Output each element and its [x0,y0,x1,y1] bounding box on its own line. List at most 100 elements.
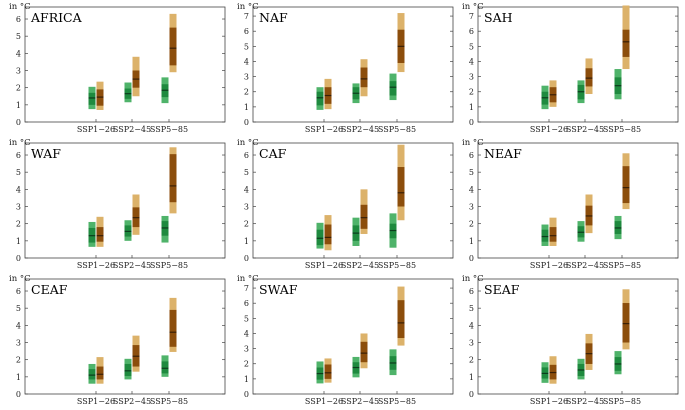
x-tick-label: SSP5−85 [603,397,641,406]
brown-inner-range [549,227,557,242]
y-tick-label: 3 [469,203,474,212]
y-tick-label: 7 [244,284,249,293]
panel-frame [252,6,454,123]
y-tick-label: 3 [469,339,474,348]
y-tick-label: 2 [244,360,249,369]
brown-box-SSP1−26 [96,357,104,384]
green-inner-range [124,363,132,376]
x-tick-label: SSP2−45 [341,125,379,134]
x-tick-label: SSP5−85 [378,397,416,406]
y-tick-label: 6 [244,27,249,36]
brown-box-SSP5−85 [397,13,405,73]
brown-inner-range [360,67,368,88]
green-box-SSP5−85 [389,73,397,101]
green-box-SSP1−26 [88,221,96,247]
green-box-SSP1−26 [88,363,96,384]
brown-box-SSP2−45 [585,333,593,370]
green-box-SSP5−85 [161,77,169,104]
brown-box-SSP5−85 [169,13,177,73]
green-box-SSP2−45 [577,358,585,380]
green-box-SSP1−26 [541,85,549,110]
brown-box-SSP2−45 [132,56,140,97]
x-tick-label: SSP2−45 [113,261,151,270]
brown-inner-range [360,204,368,229]
x-tick-label: SSP5−85 [603,125,641,134]
y-axis-unit-label: in °C [9,274,31,284]
brown-box-SSP5−85 [622,5,630,70]
panel-title: NAF [259,10,288,25]
brown-inner-range [585,68,593,87]
y-axis-unit-label: in °C [237,274,259,284]
x-tick-label: SSP2−45 [566,125,604,134]
green-inner-range [88,92,96,105]
y-tick-label: 7 [469,12,474,21]
y-axis-unit-label: in °C [9,2,31,12]
brown-box-SSP5−85 [622,289,630,350]
x-tick-label: SSP1−26 [305,397,343,406]
brown-inner-range [360,341,368,363]
green-inner-range [316,91,324,106]
y-axis-unit-label: in °C [237,138,259,148]
brown-inner-range [397,300,405,339]
y-tick-label: 4 [469,57,474,66]
y-tick-label: 4 [16,185,21,194]
y-tick-label: 0 [469,390,474,399]
x-tick-label: SSP1−26 [305,261,343,270]
x-tick-label: SSP2−45 [341,261,379,270]
y-axis-unit-label: in °C [462,2,484,12]
y-tick-label: 2 [469,88,474,97]
y-axis-unit-label: in °C [462,138,484,148]
y-tick-label: 5 [16,304,21,313]
y-tick-label: 1 [16,237,21,246]
y-tick-label: 6 [16,287,21,296]
brown-box-SSP2−45 [585,194,593,234]
y-tick-label: 5 [469,42,474,51]
y-tick-label: 1 [244,375,249,384]
brown-box-SSP5−85 [169,147,177,214]
y-tick-label: 4 [469,321,474,330]
y-tick-label: 4 [244,329,249,338]
y-tick-label: 1 [244,237,249,246]
y-tick-label: 0 [16,118,21,127]
green-box-SSP5−85 [161,215,169,243]
y-tick-label: 3 [244,73,249,82]
brown-box-SSP1−26 [324,215,332,251]
brown-box-SSP2−45 [360,59,368,97]
x-tick-label: SSP1−26 [77,397,115,406]
brown-box-SSP2−45 [132,194,140,235]
panel-title: CAF [259,146,287,161]
panel-frame [477,142,679,259]
y-tick-label: 0 [244,390,249,399]
y-tick-label: 2 [16,84,21,93]
y-tick-label: 2 [244,220,249,229]
brown-inner-range [169,154,177,203]
y-tick-label: 4 [16,49,21,58]
brown-box-SSP1−26 [549,80,557,107]
x-tick-label: SSP2−45 [566,261,604,270]
green-box-SSP5−85 [389,349,397,376]
brown-box-SSP2−45 [585,58,593,95]
green-box-SSP2−45 [124,82,132,103]
x-tick-label: SSP1−26 [530,125,568,134]
x-tick-label: SSP1−26 [530,397,568,406]
y-tick-label: 6 [16,15,21,24]
y-tick-label: 5 [244,168,249,177]
green-inner-range [161,361,169,374]
y-tick-label: 0 [244,118,249,127]
brown-box-SSP1−26 [324,358,332,383]
y-tick-label: 5 [16,32,21,41]
y-tick-label: 0 [244,254,249,263]
green-box-SSP5−85 [161,355,169,377]
y-tick-label: 3 [16,339,21,348]
panel-title: NEAF [484,146,522,161]
y-tick-label: 7 [244,12,249,21]
panel-title: SAH [484,10,513,25]
y-tick-label: 1 [469,103,474,112]
brown-box-SSP5−85 [169,297,177,352]
y-axis-unit-label: in °C [462,274,484,284]
brown-inner-range [324,224,332,245]
